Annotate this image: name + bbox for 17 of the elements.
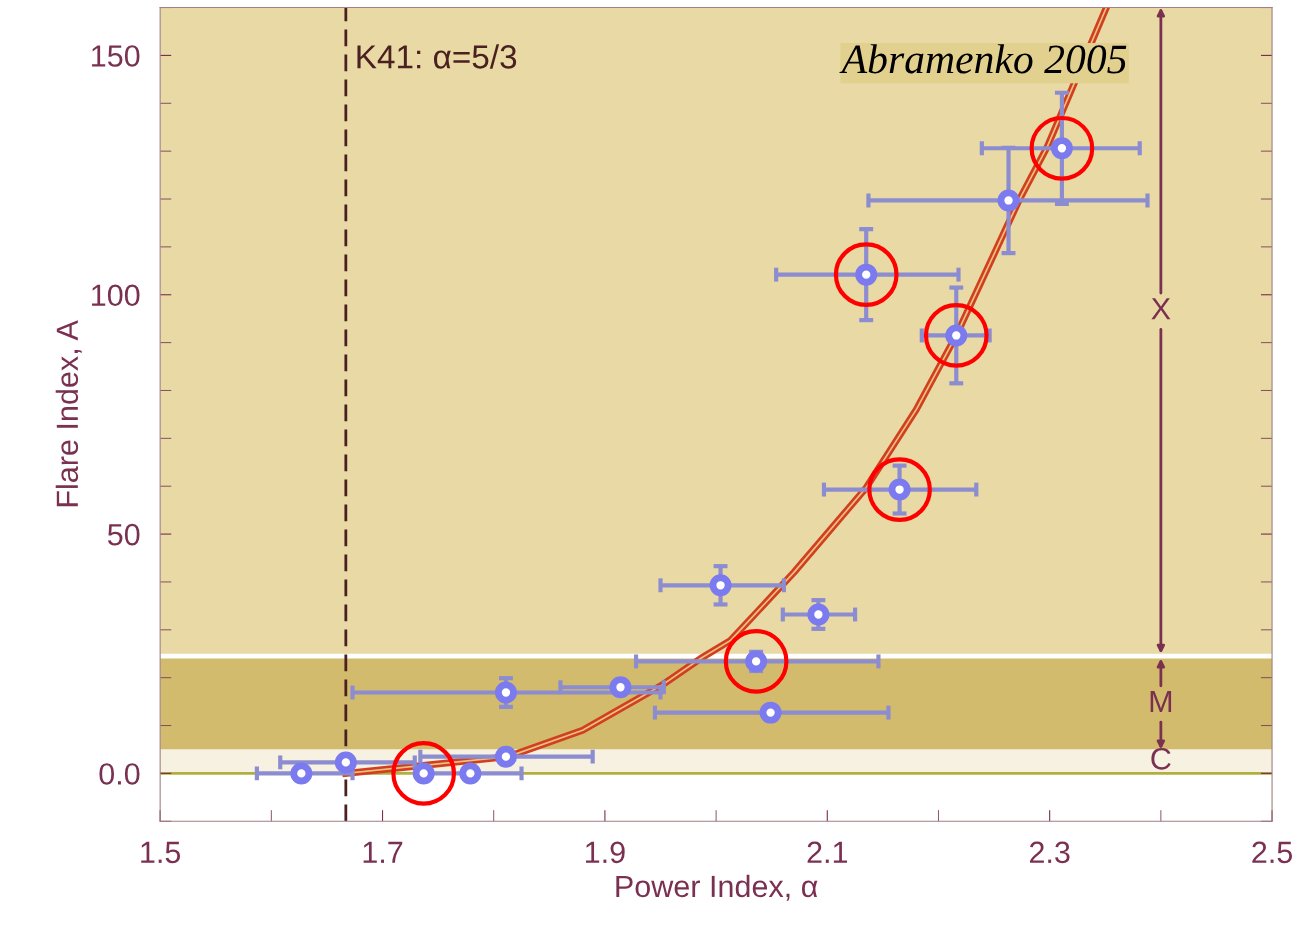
x-tick-label: 2.5 [1252, 841, 1293, 864]
x-tick-label: 1.5 [141, 841, 181, 864]
band-label: C [1151, 748, 1171, 770]
y-tick-label: 100 [92, 284, 140, 307]
y-tick-label: 0.0 [99, 763, 140, 785]
x-axis-title: Power Index, α [616, 874, 818, 901]
band-label: X [1151, 298, 1171, 320]
annotation: Abramenko 2005 [839, 44, 1127, 74]
x-tick-label: 2.1 [807, 841, 848, 863]
x-tick-label: 1.9 [586, 841, 625, 864]
annotation: K41: α=5/3 [357, 44, 517, 69]
y-axis-title: Flare Index, A [55, 320, 82, 507]
band-label: M [1150, 690, 1172, 712]
x-tick-label: 2.3 [1029, 841, 1070, 864]
y-tick-label: 50 [107, 523, 140, 546]
x-tick-label: 1.7 [363, 841, 403, 863]
y-tick-label: 150 [92, 45, 140, 67]
